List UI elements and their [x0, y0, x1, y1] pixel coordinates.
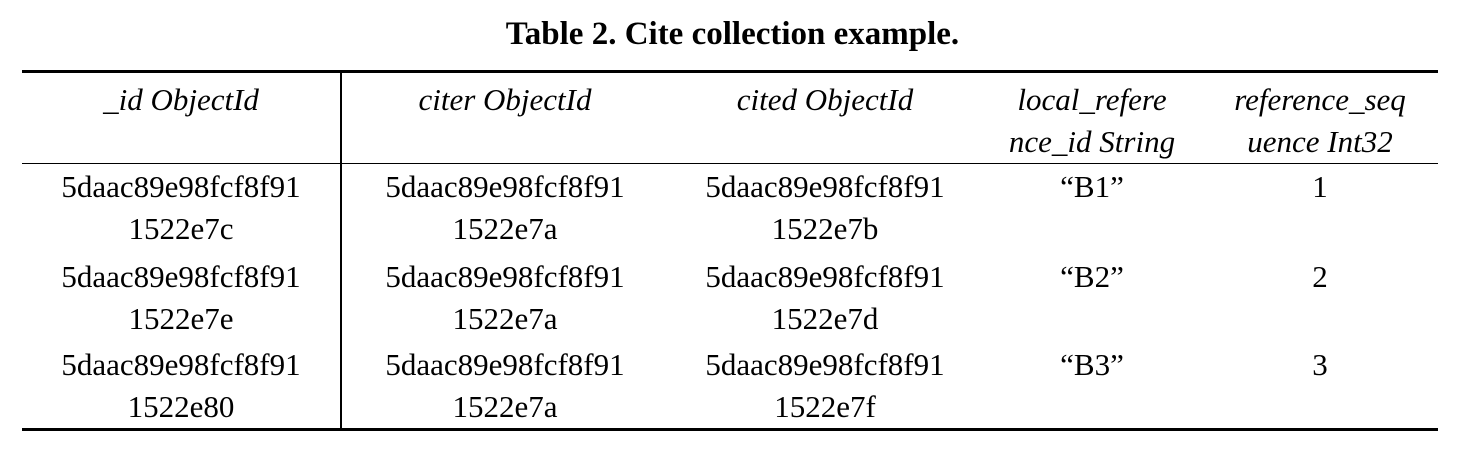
table-row: 5daac89e98fcf8f91 1522e80 5daac89e98fcf8…: [22, 339, 1438, 430]
cell-id-line1: 5daac89e98fcf8f91: [61, 169, 301, 204]
cell-reference-sequence-text: 1: [1312, 169, 1328, 204]
cell-cited: 5daac89e98fcf8f91 1522e7b: [668, 164, 982, 252]
cell-id-line1: 5daac89e98fcf8f91: [61, 346, 301, 382]
header-cited: cited ObjectId: [668, 71, 982, 164]
cell-local-reference-id: “B1”: [982, 164, 1202, 252]
cell-cited-line2: 1522e7f: [774, 388, 876, 424]
cell-local-reference-id-text: “B1”: [1060, 169, 1124, 204]
header-reference-sequence: reference_seq uence Int32: [1202, 71, 1438, 164]
cell-citer: 5daac89e98fcf8f91 1522e7a: [341, 340, 668, 430]
header-local-reference-id-line1: local_refere: [1017, 82, 1167, 117]
cell-citer-line2: 1522e7a: [452, 300, 558, 336]
cell-cited-line1: 5daac89e98fcf8f91: [705, 346, 945, 382]
header-id: _id ObjectId: [22, 71, 342, 164]
cell-cited-line2: 1522e7d: [771, 300, 879, 336]
cell-id-line2: 1522e7c: [128, 211, 234, 246]
cell-cited-line2: 1522e7b: [771, 211, 879, 246]
cell-id-line2: 1522e80: [127, 388, 235, 424]
cell-reference-sequence: 1: [1202, 164, 1438, 252]
table-header-row: _id ObjectId citer ObjectId cited Object…: [22, 71, 1438, 164]
header-citer: citer ObjectId: [341, 71, 668, 164]
cell-citer: 5daac89e98fcf8f91 1522e7a: [341, 252, 668, 340]
header-cited-text: cited ObjectId: [736, 82, 914, 117]
cell-citer-line1: 5daac89e98fcf8f91: [385, 258, 625, 294]
table-row: 5daac89e98fcf8f91 1522e7e 5daac89e98fcf8…: [22, 251, 1438, 340]
cell-local-reference-id: “B2”: [982, 252, 1202, 340]
header-reference-sequence-line1: reference_seq: [1234, 82, 1406, 117]
header-reference-sequence-line2: uence Int32: [1247, 124, 1393, 159]
cell-cited-line1: 5daac89e98fcf8f91: [705, 169, 945, 204]
cell-citer-line1: 5daac89e98fcf8f91: [385, 169, 625, 204]
cell-reference-sequence: 3: [1202, 340, 1438, 430]
cell-id: 5daac89e98fcf8f91 1522e7c: [22, 163, 342, 252]
cell-cited-line1: 5daac89e98fcf8f91: [705, 258, 945, 294]
cell-citer-line2: 1522e7a: [452, 388, 558, 424]
cell-local-reference-id-text: “B2”: [1060, 258, 1124, 294]
cell-local-reference-id-text: “B3”: [1060, 346, 1124, 382]
header-citer-text: citer ObjectId: [418, 82, 592, 117]
table-caption: Table 2. Cite collection example.: [505, 16, 960, 52]
cell-id-line2: 1522e7e: [128, 300, 234, 336]
header-local-reference-id: local_refere nce_id String: [982, 71, 1202, 164]
cell-id-line1: 5daac89e98fcf8f91: [61, 258, 301, 294]
cell-reference-sequence-text: 3: [1312, 346, 1328, 382]
table-row: 5daac89e98fcf8f91 1522e7c 5daac89e98fcf8…: [22, 163, 1438, 252]
cell-local-reference-id: “B3”: [982, 340, 1202, 430]
cite-collection-table: _id ObjectId citer ObjectId cited Object…: [22, 70, 1438, 431]
header-local-reference-id-line2: nce_id String: [1008, 124, 1176, 159]
cell-reference-sequence: 2: [1202, 252, 1438, 340]
cell-id: 5daac89e98fcf8f91 1522e80: [22, 339, 342, 430]
cell-citer: 5daac89e98fcf8f91 1522e7a: [341, 164, 668, 252]
cell-cited: 5daac89e98fcf8f91 1522e7d: [668, 252, 982, 340]
cell-citer-line1: 5daac89e98fcf8f91: [385, 346, 625, 382]
cell-cited: 5daac89e98fcf8f91 1522e7f: [668, 340, 982, 430]
cell-reference-sequence-text: 2: [1312, 258, 1328, 294]
header-id-text: _id ObjectId: [103, 82, 259, 117]
cell-citer-line2: 1522e7a: [452, 211, 558, 246]
cell-id: 5daac89e98fcf8f91 1522e7e: [22, 251, 342, 340]
